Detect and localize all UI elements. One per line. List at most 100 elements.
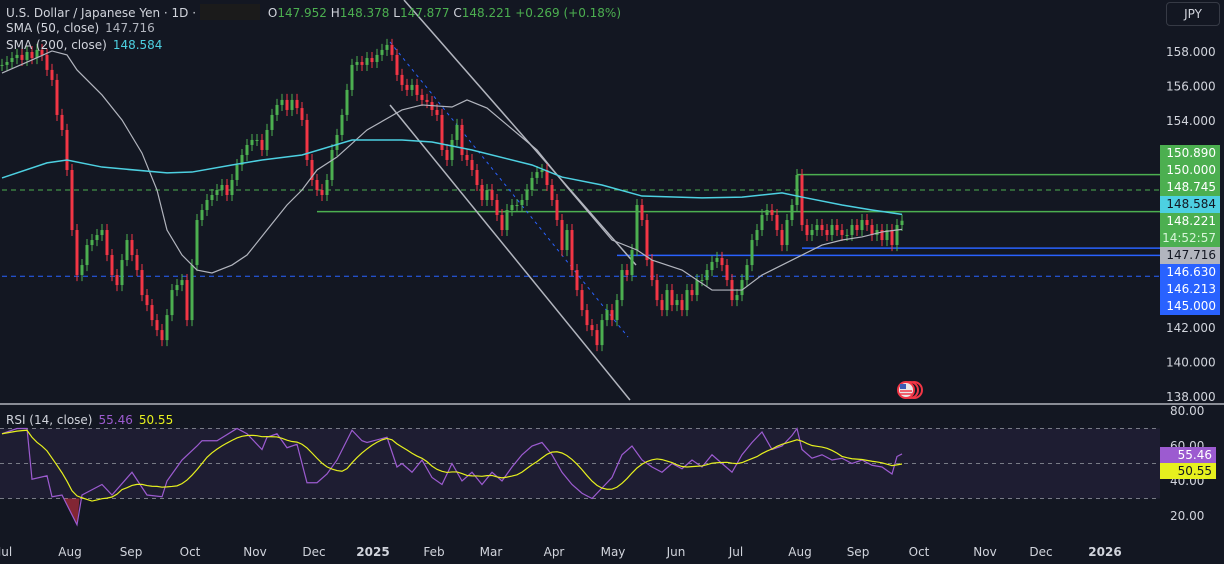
candle (215, 190, 219, 196)
candles (0, 38, 904, 352)
candle (5, 62, 9, 65)
horizontal-levels[interactable] (2, 173, 1160, 277)
candle (805, 225, 809, 236)
candle (480, 184, 484, 201)
rsi-pane[interactable] (0, 427, 1160, 527)
ohlc-values: O147.952 H148.378 L147.877 C148.221 +0.2… (267, 6, 621, 20)
dotted-trendline[interactable] (389, 41, 629, 338)
sma200-legend[interactable]: SMA (200, close) 148.584 (6, 38, 163, 52)
sma50-legend[interactable]: SMA (50, close) 147.716 (6, 21, 155, 35)
candle (475, 169, 479, 185)
rsi-line (1, 427, 903, 527)
candle (415, 84, 419, 95)
candle (80, 265, 84, 276)
candle (585, 310, 589, 326)
candle (525, 190, 529, 201)
candle (555, 200, 559, 221)
channel-upper-trendline[interactable] (403, 0, 637, 266)
candle (820, 225, 824, 231)
candle (650, 260, 654, 281)
candle (790, 205, 794, 221)
candle (305, 119, 309, 160)
candle (875, 230, 879, 236)
candle (75, 230, 79, 276)
price-tick-label: 140.000 (1166, 356, 1216, 370)
candle (375, 54, 379, 63)
candle (580, 290, 584, 311)
candle (735, 295, 739, 301)
trendlines[interactable] (389, 0, 637, 401)
candle (600, 320, 604, 346)
time-tick-label: Jun (666, 545, 686, 559)
time-axis[interactable]: Jul Aug Sep Oct Nov Dec 2025 Feb Mar Apr May Jun Jul… (0, 545, 1122, 559)
candle (545, 169, 549, 185)
candle (590, 325, 594, 331)
candle (610, 310, 614, 321)
candle (800, 174, 804, 226)
candle (265, 129, 269, 150)
candle (395, 54, 399, 75)
candle (95, 235, 99, 241)
time-tick-label: Nov (973, 545, 996, 559)
candle (55, 79, 59, 115)
candle (565, 230, 569, 251)
candle (745, 265, 749, 281)
time-tick-label: Nov (243, 545, 266, 559)
channel-lower-trendline[interactable] (389, 104, 631, 401)
candle (685, 290, 689, 311)
candle (870, 225, 874, 236)
candle (25, 52, 29, 60)
candle (440, 114, 444, 150)
candle (410, 84, 414, 90)
blue-levels-price-labels: 146.630 146.213 145.000 (1160, 264, 1220, 315)
candle (775, 215, 779, 231)
us-event-flag-icon[interactable] (897, 381, 923, 399)
candle (655, 280, 659, 301)
candle (225, 184, 229, 196)
candle (35, 49, 39, 59)
rsi-legend[interactable]: RSI (14, close) 55.46 50.55 (6, 413, 174, 427)
candle (420, 94, 424, 100)
candle (665, 290, 669, 311)
candle (660, 300, 664, 311)
symbol-legend[interactable]: U.S. Dollar / Japanese Yen · 1D · O147.9… (6, 4, 621, 20)
candle (755, 230, 759, 241)
candle (740, 280, 744, 296)
candle (635, 205, 639, 251)
candle (750, 240, 754, 266)
candle (110, 255, 114, 276)
candle (520, 200, 524, 206)
candle (350, 64, 354, 90)
candle (140, 270, 144, 296)
candle (605, 310, 609, 321)
candle (30, 52, 34, 59)
candle (670, 290, 674, 306)
price-tick-label: 154.000 (1166, 114, 1216, 128)
candle (40, 49, 44, 55)
candle (780, 230, 784, 246)
candle (360, 62, 364, 65)
candle (840, 230, 844, 236)
last-price-label: 148.221 14:52:57 (1160, 213, 1220, 247)
candle (165, 315, 169, 341)
candle (205, 200, 209, 211)
currency-button[interactable]: JPY (1166, 2, 1220, 26)
price-tick-label: 158.000 (1166, 45, 1216, 59)
time-tick-label: Dec (302, 545, 325, 559)
candle (720, 257, 724, 266)
candle (295, 99, 299, 109)
rsi-oversold-fill (64, 498, 80, 525)
candle (70, 169, 74, 231)
time-tick-label: Dec (1029, 545, 1052, 559)
candle (90, 240, 94, 246)
candle (535, 172, 539, 178)
candle (850, 225, 854, 236)
time-tick-label: Sep (847, 545, 870, 559)
candle (425, 99, 429, 103)
candle (890, 230, 894, 246)
sma200-price-label: 148.584 (1160, 196, 1220, 213)
candle (455, 124, 459, 140)
time-tick-label: 2026 (1088, 545, 1121, 559)
candle (155, 320, 159, 331)
